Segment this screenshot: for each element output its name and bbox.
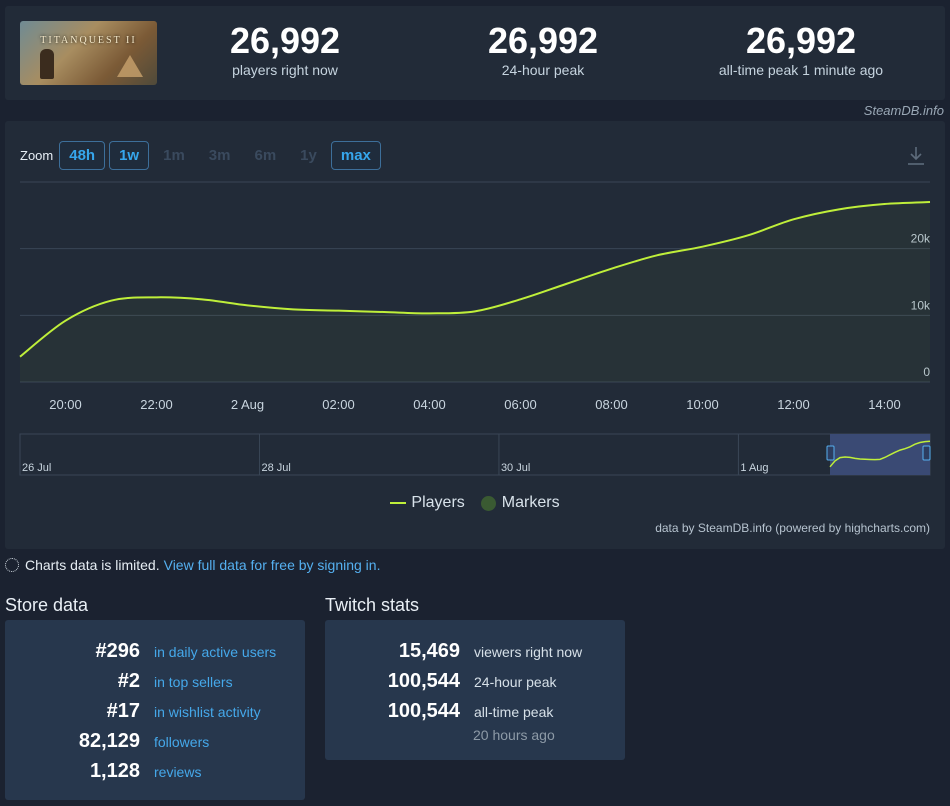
store-row: 82,129 followers [5,730,209,752]
x-tick-label: 04:00 [413,397,446,412]
x-tick-label: 22:00 [140,397,173,412]
twitch-row: 100,544 24-hour peak [325,670,557,692]
x-tick-label: 20:00 [49,397,82,412]
twitch-value: 100,544 [387,700,460,722]
legend-players[interactable]: Players [390,494,465,512]
navigator-date-label: 28 Jul [261,462,290,474]
twitch-label: viewers right now [474,644,583,660]
navigator-date-label: 26 Jul [22,462,51,474]
navigator-handle[interactable] [922,445,931,461]
game-logo-text: TITANQUEST II [40,35,137,46]
stat-players-now: 26,992 players right now [175,20,395,79]
sign-in-link[interactable]: View full data for free by signing in. [163,557,381,573]
store-row: #2 in top sellers [5,670,233,692]
store-link[interactable]: followers [154,734,210,750]
stat-value: 26,992 [487,20,599,61]
zoom-6m-button[interactable]: 6m [254,146,277,164]
store-link[interactable]: in top sellers [154,674,233,690]
store-value: #17 [106,700,140,722]
store-link[interactable]: reviews [154,764,202,780]
store-row: #296 in daily active users [5,640,277,662]
twitch-value: 15,469 [398,640,460,662]
stat-all-time-peak: 26,992 all-time peak 1 minute ago [691,20,911,79]
x-tick-label: 12:00 [777,397,810,412]
stat-label: all-time peak 1 minute ago [718,62,884,78]
stat-24h-peak: 26,992 24-hour peak [433,20,653,79]
stat-value: 26,992 [229,20,341,61]
y-tick-label: 20k [911,232,931,246]
twitch-label: all-time peak [474,704,554,720]
zoom-max-button[interactable]: max [330,140,381,170]
stat-label: players right now [232,62,338,78]
players-area [20,202,930,382]
store-link[interactable]: in daily active users [154,644,277,660]
store-value: 82,129 [78,730,140,752]
thumbnail-figure-shape [40,49,54,79]
store-data-title: Store data [5,595,89,615]
player-chart[interactable]: 0 10k 20k 20:00 22:00 2 Aug 02:00 04:00 06:00 08:… [5,121,945,549]
notice-text: Charts data is limited. [25,557,160,573]
legend-dot-icon [480,495,496,511]
chart-panel: 0 10k 20k 20:00 22:00 2 Aug 02:00 04:00 06:00 08:… [5,121,945,549]
twitch-peak-time: 20 hours ago [473,727,555,743]
twitch-row: 15,469 viewers right now [325,640,582,662]
x-tick-label: 10:00 [686,397,719,412]
legend-label: Players [411,494,465,511]
x-tick-label: 08:00 [595,397,628,412]
players-series-line [19,201,931,358]
store-row: #17 in wishlist activity [5,700,261,722]
legend-line-icon [390,502,407,504]
store-row: 1,128 reviews [5,760,202,782]
game-thumbnail[interactable]: TITANQUEST II [20,21,157,85]
zoom-1m-button[interactable]: 1m [163,146,185,164]
twitch-stats-title: Twitch stats [325,595,420,615]
zoom-bar: Zoom 48h 1w 1m 3m 6m 1y max [20,140,385,170]
loading-spinner-icon [5,558,19,572]
twitch-label: 24-hour peak [474,674,557,690]
x-tick-label: 02:00 [322,397,355,412]
zoom-3m-button[interactable]: 3m [208,146,231,164]
y-tick-label: 0 [923,365,930,379]
navigator-handle[interactable] [826,445,835,461]
store-value: #296 [95,640,141,662]
zoom-label: Zoom [20,147,54,163]
twitch-row: 100,544 all-time peak [325,700,554,722]
download-icon[interactable] [905,145,927,167]
zoom-1y-button[interactable]: 1y [300,146,317,164]
thumbnail-ship-shape [117,55,143,77]
stats-panel: TITANQUEST II 26,992 players right now 2… [5,6,945,100]
twitch-stats-box: 15,469 viewers right now 100,544 24-hour… [325,620,625,760]
chart-credit[interactable]: data by SteamDB.info (powered by highcha… [655,521,930,535]
zoom-1w-button[interactable]: 1w [109,140,150,170]
store-link[interactable]: in wishlist activity [154,704,261,720]
legend-label: Markers [501,494,560,511]
twitch-value: 100,544 [387,670,460,692]
zoom-48h-button[interactable]: 48h [59,140,106,170]
x-tick-label: 14:00 [868,397,901,412]
limited-data-notice: Charts data is limited. View full data f… [5,557,380,573]
navigator-selection [830,434,930,475]
stat-label: 24-hour peak [501,62,585,78]
legend-markers[interactable]: Markers [480,494,560,512]
navigator-date-label: 30 Jul [501,462,530,474]
stat-value: 26,992 [745,20,857,61]
navigator-series-line [829,440,931,468]
store-data-box: #296 in daily active users #2 in top sel… [5,620,305,800]
store-value: #2 [117,670,140,692]
chart-legend: Players Markers [5,494,945,512]
navigator-date-label: 1 Aug [740,462,768,474]
y-tick-label: 10k [911,298,931,312]
steamdb-credit[interactable]: SteamDB.info [863,103,944,118]
store-value: 1,128 [89,760,140,782]
navigator-frame [19,433,931,476]
x-tick-label: 2 Aug [231,397,264,412]
x-tick-label: 06:00 [504,397,537,412]
